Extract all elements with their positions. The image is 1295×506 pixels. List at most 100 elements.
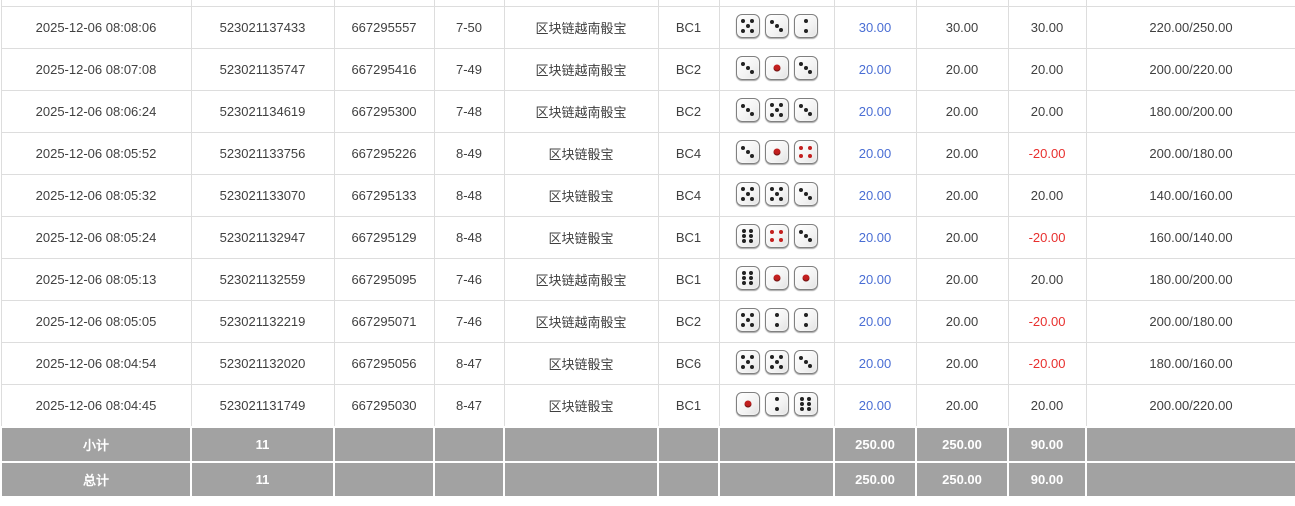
dice-2-icon [793,308,818,332]
cell-valid-amount: 30.00 [915,6,1009,49]
cell-bet-amount-link[interactable]: 20.00 [833,90,917,133]
cell-order-number: 523021135747 [190,48,335,91]
cell-win-loss: 20.00 [1007,48,1087,91]
cell-period: 7-49 [433,48,505,91]
cell-balance: 200.00/180.00 [1085,300,1295,343]
cell-period: 8-47 [433,384,505,428]
cell-valid-amount: 20.00 [915,174,1009,217]
cell-balance: 200.00/220.00 [1085,48,1295,91]
cell-game-name: 区块链越南骰宝 [503,258,659,301]
table-row: 2025-12-06 08:05:52 523021133756 6672952… [0,132,1295,175]
cell-bet-type: BC2 [657,300,720,343]
total-valid-amount: 250.00 [915,461,1009,498]
cell-win-loss: 30.00 [1007,6,1087,49]
cell-dice-result [718,258,835,301]
cell-bet-time: 2025-12-06 08:05:32 [0,174,192,217]
cell-dice-result [718,90,835,133]
dice-1-icon [764,266,789,290]
cell-dice-result [718,216,835,259]
cell-bet-amount-link[interactable]: 20.00 [833,300,917,343]
cell-order-number: 523021132559 [190,258,335,301]
cell-bet-time: 2025-12-06 08:07:08 [0,48,192,91]
cell-bet-type: BC6 [657,342,720,385]
cell-valid-amount: 20.00 [915,48,1009,91]
cell-period: 8-49 [433,132,505,175]
cell-dice-result [718,48,835,91]
cell-bet-amount-link[interactable]: 30.00 [833,6,917,49]
cell-dice-result [718,132,835,175]
cell-bet-type: BC4 [657,132,720,175]
cell-game-name: 区块链骰宝 [503,132,659,175]
cell-balance: 140.00/160.00 [1085,174,1295,217]
cell-bet-amount-link[interactable]: 20.00 [833,216,917,259]
cell-order-number: 523021132219 [190,300,335,343]
dice-3-icon [793,224,818,248]
dice-icons [735,308,818,332]
cell-bet-amount-link[interactable]: 20.00 [833,384,917,428]
cell-game-name: 区块链骰宝 [503,342,659,385]
dice-1-icon [735,392,760,416]
cell-round-number: 667295226 [333,132,435,175]
cell-bet-amount-link[interactable]: 20.00 [833,132,917,175]
cell-bet-time: 2025-12-06 08:04:54 [0,342,192,385]
cell-bet-time: 2025-12-06 08:05:24 [0,216,192,259]
cell-win-loss: 20.00 [1007,90,1087,133]
dice-icons [735,224,818,248]
cell-valid-amount: 20.00 [915,90,1009,133]
cell-order-number: 523021133756 [190,132,335,175]
cell-order-number: 523021132020 [190,342,335,385]
dice-icons [735,182,818,206]
cell-order-number: 523021134619 [190,90,335,133]
dice-icons [735,140,818,164]
cell-order-number: 523021132947 [190,216,335,259]
cell-bet-time: 2025-12-06 08:08:06 [0,6,192,49]
subtotal-valid-amount: 250.00 [915,426,1009,463]
cell-balance: 180.00/200.00 [1085,90,1295,133]
cell-win-loss: 20.00 [1007,384,1087,428]
cell-dice-result [718,342,835,385]
subtotal-row: 小计 11 250.00 250.00 90.00 [0,426,1295,463]
cell-bet-type: BC1 [657,384,720,428]
cell-balance: 220.00/250.00 [1085,6,1295,49]
dice-3-icon [764,14,789,38]
cell-round-number: 667295071 [333,300,435,343]
cell-period: 8-48 [433,216,505,259]
cell-balance: 180.00/160.00 [1085,342,1295,385]
dice-1-icon [764,140,789,164]
cell-win-loss: -20.00 [1007,216,1087,259]
cell-round-number: 667295416 [333,48,435,91]
table-row: 2025-12-06 08:05:32 523021133070 6672951… [0,174,1295,217]
cell-bet-type: BC1 [657,6,720,49]
dice-4-icon [764,224,789,248]
cell-balance: 200.00/180.00 [1085,132,1295,175]
dice-6-icon [793,392,818,416]
dice-2-icon [793,14,818,38]
cell-win-loss: -20.00 [1007,300,1087,343]
cell-round-number: 667295129 [333,216,435,259]
cell-game-name: 区块链越南骰宝 [503,6,659,49]
cell-bet-amount-link[interactable]: 20.00 [833,174,917,217]
dice-1-icon [793,266,818,290]
cell-game-name: 区块链骰宝 [503,384,659,428]
dice-6-icon [735,224,760,248]
dice-5-icon [735,308,760,332]
cell-win-loss: -20.00 [1007,342,1087,385]
cell-balance: 180.00/200.00 [1085,258,1295,301]
dice-1-icon [764,56,789,80]
cell-dice-result [718,6,835,49]
cell-game-name: 区块链越南骰宝 [503,48,659,91]
cell-bet-amount-link[interactable]: 20.00 [833,258,917,301]
cell-order-number: 523021131749 [190,384,335,428]
dice-2-icon [764,392,789,416]
dice-5-icon [764,350,789,374]
cell-bet-amount-link[interactable]: 20.00 [833,342,917,385]
table-row: 2025-12-06 08:04:45 523021131749 6672950… [0,384,1295,428]
total-bet-amount: 250.00 [833,461,917,498]
cell-bet-amount-link[interactable]: 20.00 [833,48,917,91]
table-row: 2025-12-06 08:06:24 523021134619 6672953… [0,90,1295,133]
dice-3-icon [735,140,760,164]
cell-bet-time: 2025-12-06 08:06:24 [0,90,192,133]
cell-round-number: 667295095 [333,258,435,301]
table-footer: 小计 11 250.00 250.00 90.00 总计 11 250.00 2… [0,426,1295,498]
table-row: 2025-12-06 08:05:13 523021132559 6672950… [0,258,1295,301]
